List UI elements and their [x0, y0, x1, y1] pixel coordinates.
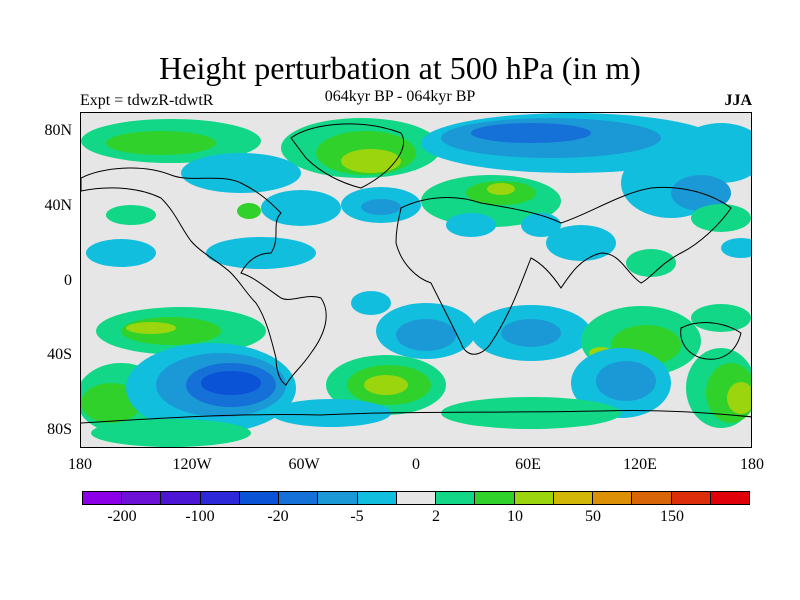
lon-tick-60w: 60W [288, 456, 320, 473]
colorbar-swatch-0 [83, 492, 123, 504]
colorbar-swatch-11 [514, 492, 554, 504]
lat-tick-0: 0 [64, 272, 72, 289]
lon-tick-180e: 180 [740, 456, 764, 473]
lon-tick-120w: 120W [172, 456, 212, 473]
colorbar-label-150: 150 [660, 508, 684, 525]
colorbar-swatch-14 [632, 492, 672, 504]
lat-tick-80s: 80S [47, 421, 72, 438]
lat-tick-40n: 40N [44, 197, 72, 214]
period-label: 064kyr BP - 064kyr BP [324, 88, 476, 105]
colorbar [82, 491, 750, 505]
colorbar-swatch-5 [279, 492, 319, 504]
colorbar-label-neg100: -100 [185, 508, 215, 525]
tropical-contours [86, 225, 751, 332]
lon-tick-60e: 60E [515, 456, 541, 473]
map-panel [80, 112, 752, 448]
colorbar-label-neg20: -20 [267, 508, 289, 525]
colorbar-swatch-15 [671, 492, 711, 504]
colorbar-label-50: 50 [585, 508, 601, 525]
colorbar-swatch-16 [710, 492, 749, 504]
arctic-contours [81, 113, 751, 237]
lon-tick-0: 0 [412, 456, 420, 473]
lat-tick-80n: 80N [44, 122, 72, 139]
colorbar-swatch-9 [436, 492, 476, 504]
colorbar-label-neg5: -5 [350, 508, 364, 525]
colorbar-swatch-7 [357, 492, 397, 504]
season-label: JJA [724, 92, 752, 109]
lat-tick-40s: 40S [47, 346, 72, 363]
height-perturbation-map [81, 113, 751, 447]
colorbar-swatch-1 [122, 492, 162, 504]
colorbar-label-2: 2 [432, 508, 440, 525]
colorbar-swatch-12 [553, 492, 594, 504]
colorbar-swatch-13 [593, 492, 633, 504]
lon-tick-120e: 120E [623, 456, 657, 473]
colorbar-swatch-10 [475, 492, 515, 504]
lon-tick-180w: 180 [68, 456, 92, 473]
colorbar-swatch-8 [396, 492, 437, 504]
chart-title: Height perturbation at 500 hPa (in m) [159, 50, 641, 86]
colorbar-label-neg200: -200 [107, 508, 137, 525]
colorbar-label-10: 10 [507, 508, 523, 525]
coastlines [81, 123, 751, 424]
experiment-label: Expt = tdwzR-tdwtR [80, 92, 214, 109]
southern-contours [81, 303, 751, 447]
colorbar-swatch-2 [161, 492, 201, 504]
colorbar-swatch-6 [318, 492, 358, 504]
colorbar-swatch-4 [239, 492, 280, 504]
colorbar-swatch-3 [200, 492, 240, 504]
